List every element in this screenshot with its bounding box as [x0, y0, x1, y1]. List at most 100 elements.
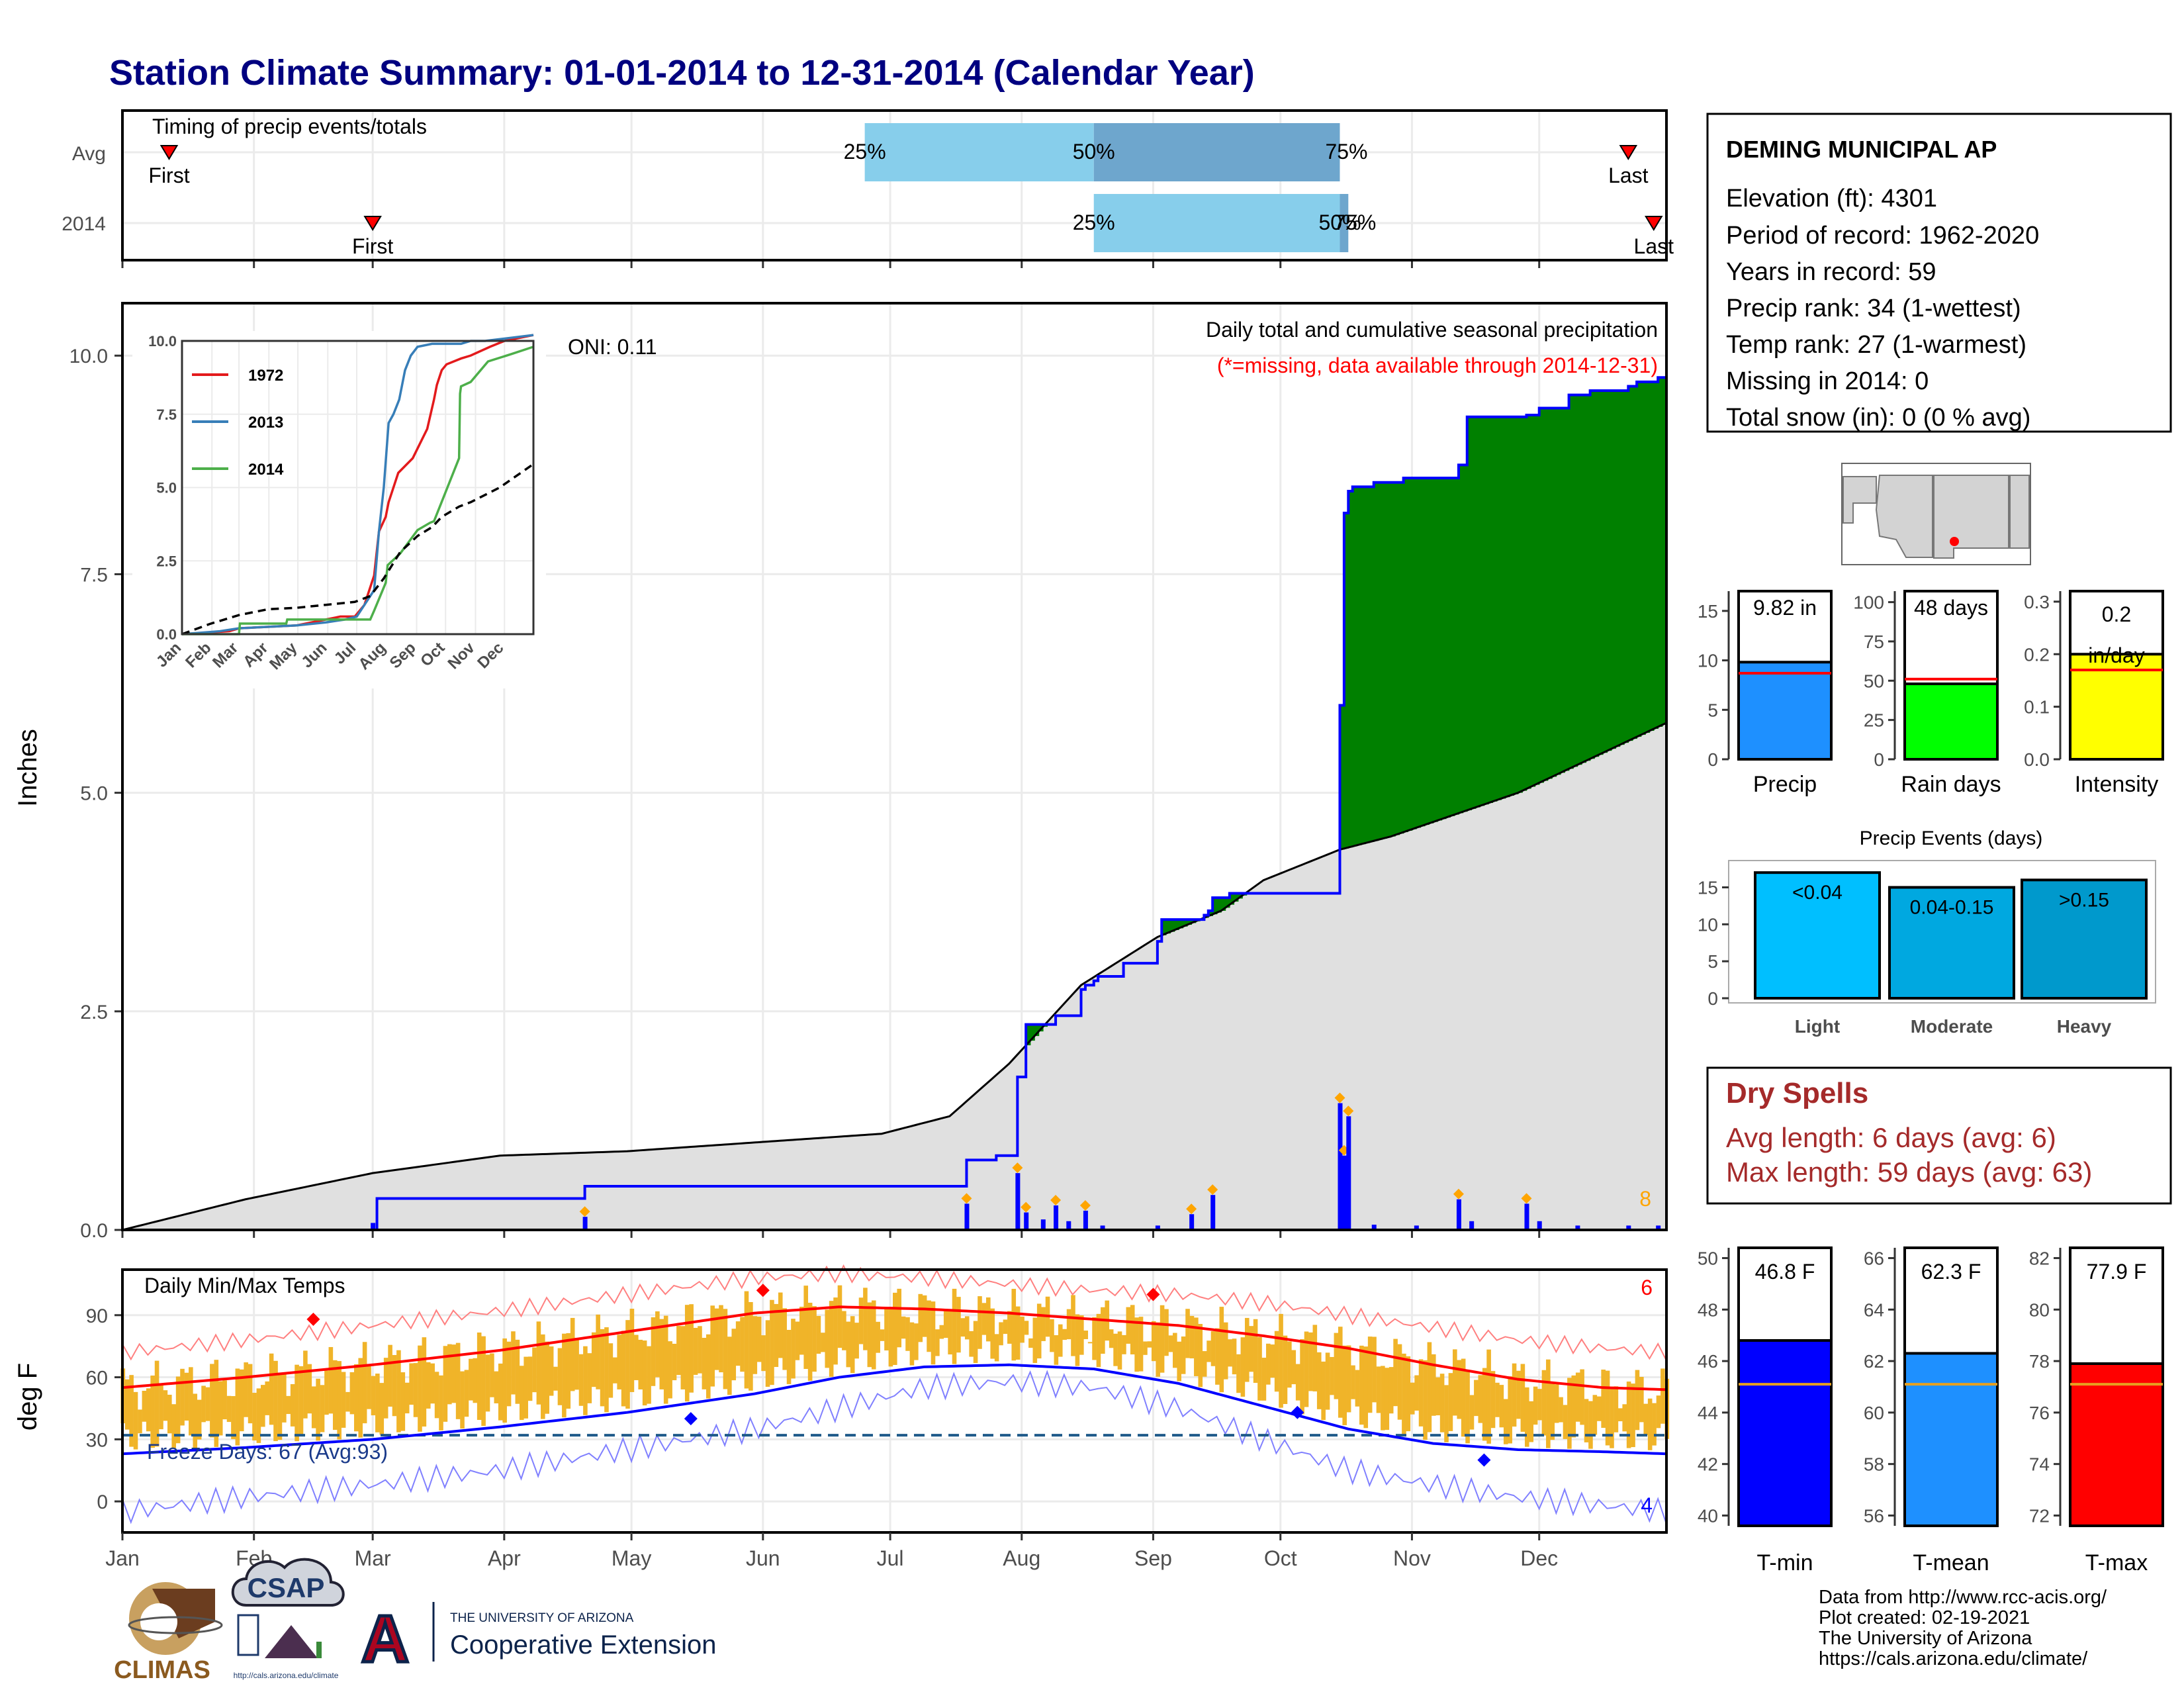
- daily-temp-bar: [175, 1376, 181, 1444]
- daily-temp-bar: [1474, 1380, 1479, 1417]
- daily-precip-bar: [1346, 1116, 1351, 1230]
- daily-temp-bar: [1130, 1305, 1135, 1355]
- daily-temp-bar: [214, 1360, 219, 1447]
- daily-temp-bar: [494, 1371, 499, 1403]
- daily-temp-bar: [952, 1288, 957, 1364]
- precip-y-tick-label: 0.0: [80, 1220, 108, 1242]
- avg-max-temp-line: [122, 1305, 1667, 1391]
- events-category-label: Heavy: [2057, 1016, 2112, 1037]
- daily-temp-bar: [1066, 1309, 1071, 1340]
- daily-temp-bar: [358, 1358, 363, 1438]
- daily-temp-bar: [1223, 1322, 1228, 1380]
- daily-temp-bar: [893, 1292, 897, 1365]
- daily-temp-bar: [1058, 1324, 1063, 1357]
- daily-temp-bar: [1007, 1311, 1012, 1344]
- daily-temp-bar: [1126, 1307, 1131, 1344]
- events-bar: [2021, 878, 2148, 1000]
- daily-temp-bar: [239, 1369, 244, 1432]
- daily-temp-bar: [587, 1353, 592, 1403]
- daily-temp-bar: [1423, 1360, 1428, 1440]
- last-event-marker: [1645, 216, 1663, 231]
- daily-temp-bar: [455, 1342, 461, 1419]
- above-average-fill: [1373, 482, 1379, 841]
- daily-temp-bar: [375, 1374, 380, 1432]
- station-elevation: Elevation (ft): 4301: [1726, 185, 1937, 212]
- average-cumulative-area: [122, 722, 1666, 1230]
- events-y-tick-label: 5: [1707, 951, 1718, 972]
- observed-cumulative-line: [122, 373, 1668, 1231]
- daily-temp-bar: [1151, 1321, 1156, 1362]
- daily-temp-bar: [782, 1308, 787, 1370]
- temp-frame: [121, 1268, 1668, 1534]
- daily-temp-bar: [723, 1309, 728, 1389]
- above-average-fill: [1539, 408, 1544, 783]
- daily-temp-bar: [969, 1331, 974, 1357]
- events-bar-label: >0.15: [2059, 889, 2109, 911]
- daily-temp-bar: [1308, 1332, 1313, 1391]
- daily-temp-bar: [328, 1346, 334, 1414]
- inset-background: [132, 331, 546, 688]
- daily-temp-bar: [1117, 1331, 1122, 1370]
- daily-temp-bar: [1325, 1352, 1330, 1410]
- daily-temp-bar: [756, 1316, 762, 1362]
- daily-temp-bar: [978, 1296, 982, 1349]
- small-bar-value: [1903, 682, 1999, 761]
- above-average-fill: [1433, 478, 1438, 822]
- daily-temp-bar: [761, 1335, 766, 1372]
- daily-temp-bar: [1168, 1335, 1173, 1352]
- daily-temp-bar: [290, 1383, 295, 1427]
- daily-temp-bar: [1622, 1404, 1627, 1432]
- daily-temp-bar: [1643, 1403, 1649, 1436]
- ua-block-a: A: [361, 1602, 409, 1676]
- daily-temp-bar: [816, 1315, 821, 1354]
- daily-temp-bar: [345, 1391, 350, 1412]
- above-average-fill: [1484, 416, 1489, 805]
- small-bar-title: Precip: [1753, 772, 1817, 797]
- daily-temp-bar: [922, 1295, 927, 1337]
- daily-temp-bar: [948, 1311, 952, 1355]
- daily-temp-bar: [163, 1390, 168, 1421]
- daily-temp-bar: [1524, 1387, 1529, 1447]
- daily-temp-bar: [1274, 1331, 1279, 1392]
- daily-temp-bar: [1469, 1395, 1475, 1430]
- above-average-fill: [1577, 395, 1582, 765]
- daily-temp-bar: [1550, 1382, 1555, 1440]
- small-bar-title: T-min: [1757, 1550, 1813, 1575]
- above-average-fill: [1403, 478, 1408, 833]
- daily-temp-bar: [981, 1303, 987, 1335]
- climas-logo: CLIMAS: [114, 1582, 223, 1684]
- daily-temp-bar: [464, 1370, 469, 1417]
- daily-temp-bar: [1101, 1307, 1105, 1354]
- above-average-fill: [1522, 416, 1527, 791]
- daily-temp-bar: [956, 1297, 961, 1353]
- daily-precip-marker: [1521, 1193, 1532, 1204]
- inset-y-tick-label: 0.0: [156, 626, 177, 643]
- daily-temp-bar: [1279, 1313, 1283, 1408]
- above-average-fill: [1369, 487, 1375, 842]
- daily-temp-bar: [1185, 1309, 1190, 1358]
- precip-subtitle: (*=missing, data available through 2014-…: [1217, 353, 1658, 377]
- above-average-fill: [1216, 898, 1222, 913]
- daily-temp-bar: [1461, 1358, 1466, 1437]
- above-average-fill: [1340, 705, 1345, 850]
- daily-temp-bar: [1486, 1349, 1491, 1444]
- above-average-fill: [1586, 395, 1591, 761]
- above-average-fill: [1424, 478, 1430, 825]
- daily-temp-bar: [714, 1308, 719, 1370]
- daily-temp-bar: [545, 1341, 550, 1414]
- small-y-tick-label: 0.3: [2024, 592, 2050, 612]
- daily-temp-bar: [273, 1360, 278, 1442]
- daily-temp-bar: [698, 1326, 702, 1374]
- daily-temp-bar: [655, 1311, 660, 1378]
- above-average-fill: [1551, 408, 1557, 777]
- daily-temp-bar: [371, 1376, 376, 1416]
- small-y-tick-label: 25: [1864, 710, 1884, 731]
- daily-temp-bar: [1490, 1371, 1496, 1429]
- daily-temp-bar: [1050, 1319, 1054, 1352]
- daily-temp-bar: [1330, 1356, 1334, 1395]
- daily-temp-bar: [413, 1363, 418, 1417]
- daily-temp-bar: [791, 1319, 796, 1379]
- daily-temp-bar: [680, 1326, 686, 1389]
- daily-temp-bar: [1283, 1335, 1288, 1404]
- daily-temp-bar: [863, 1288, 868, 1350]
